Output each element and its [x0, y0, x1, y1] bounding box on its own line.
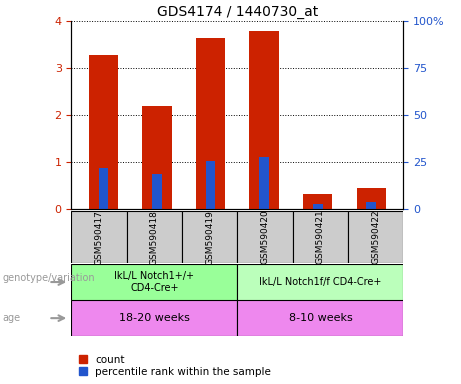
Bar — [249, 31, 279, 209]
Text: IkL/L Notch1+/+
CD4-Cre+: IkL/L Notch1+/+ CD4-Cre+ — [114, 271, 195, 293]
Bar — [196, 38, 225, 209]
Text: GSM590420: GSM590420 — [260, 210, 270, 265]
Title: GDS4174 / 1440730_at: GDS4174 / 1440730_at — [157, 5, 318, 19]
Bar — [237, 211, 293, 263]
Bar — [293, 211, 348, 263]
Bar — [71, 300, 237, 336]
Bar — [71, 264, 237, 300]
Bar — [237, 264, 403, 300]
Bar — [152, 174, 162, 209]
Bar — [89, 55, 118, 209]
Bar — [356, 188, 386, 209]
Bar — [237, 300, 403, 336]
Text: 8-10 weeks: 8-10 weeks — [289, 313, 352, 323]
Text: GSM590419: GSM590419 — [205, 210, 214, 265]
Bar — [71, 211, 127, 263]
Bar — [313, 204, 323, 209]
Text: GSM590421: GSM590421 — [316, 210, 325, 265]
Bar — [303, 194, 332, 209]
Legend: count, percentile rank within the sample: count, percentile rank within the sample — [77, 353, 273, 379]
Bar — [260, 157, 269, 209]
Bar — [99, 168, 108, 209]
Bar — [348, 211, 403, 263]
Bar — [127, 211, 182, 263]
Bar — [182, 211, 237, 263]
Bar — [366, 202, 376, 209]
Text: age: age — [2, 313, 20, 323]
Text: GSM590417: GSM590417 — [95, 210, 104, 265]
Text: IkL/L Notch1f/f CD4-Cre+: IkL/L Notch1f/f CD4-Cre+ — [259, 277, 382, 287]
Text: genotype/variation: genotype/variation — [2, 273, 95, 283]
Bar — [206, 161, 215, 209]
Text: GSM590418: GSM590418 — [150, 210, 159, 265]
Text: 18-20 weeks: 18-20 weeks — [119, 313, 190, 323]
Bar — [142, 106, 172, 209]
Text: GSM590422: GSM590422 — [371, 210, 380, 265]
